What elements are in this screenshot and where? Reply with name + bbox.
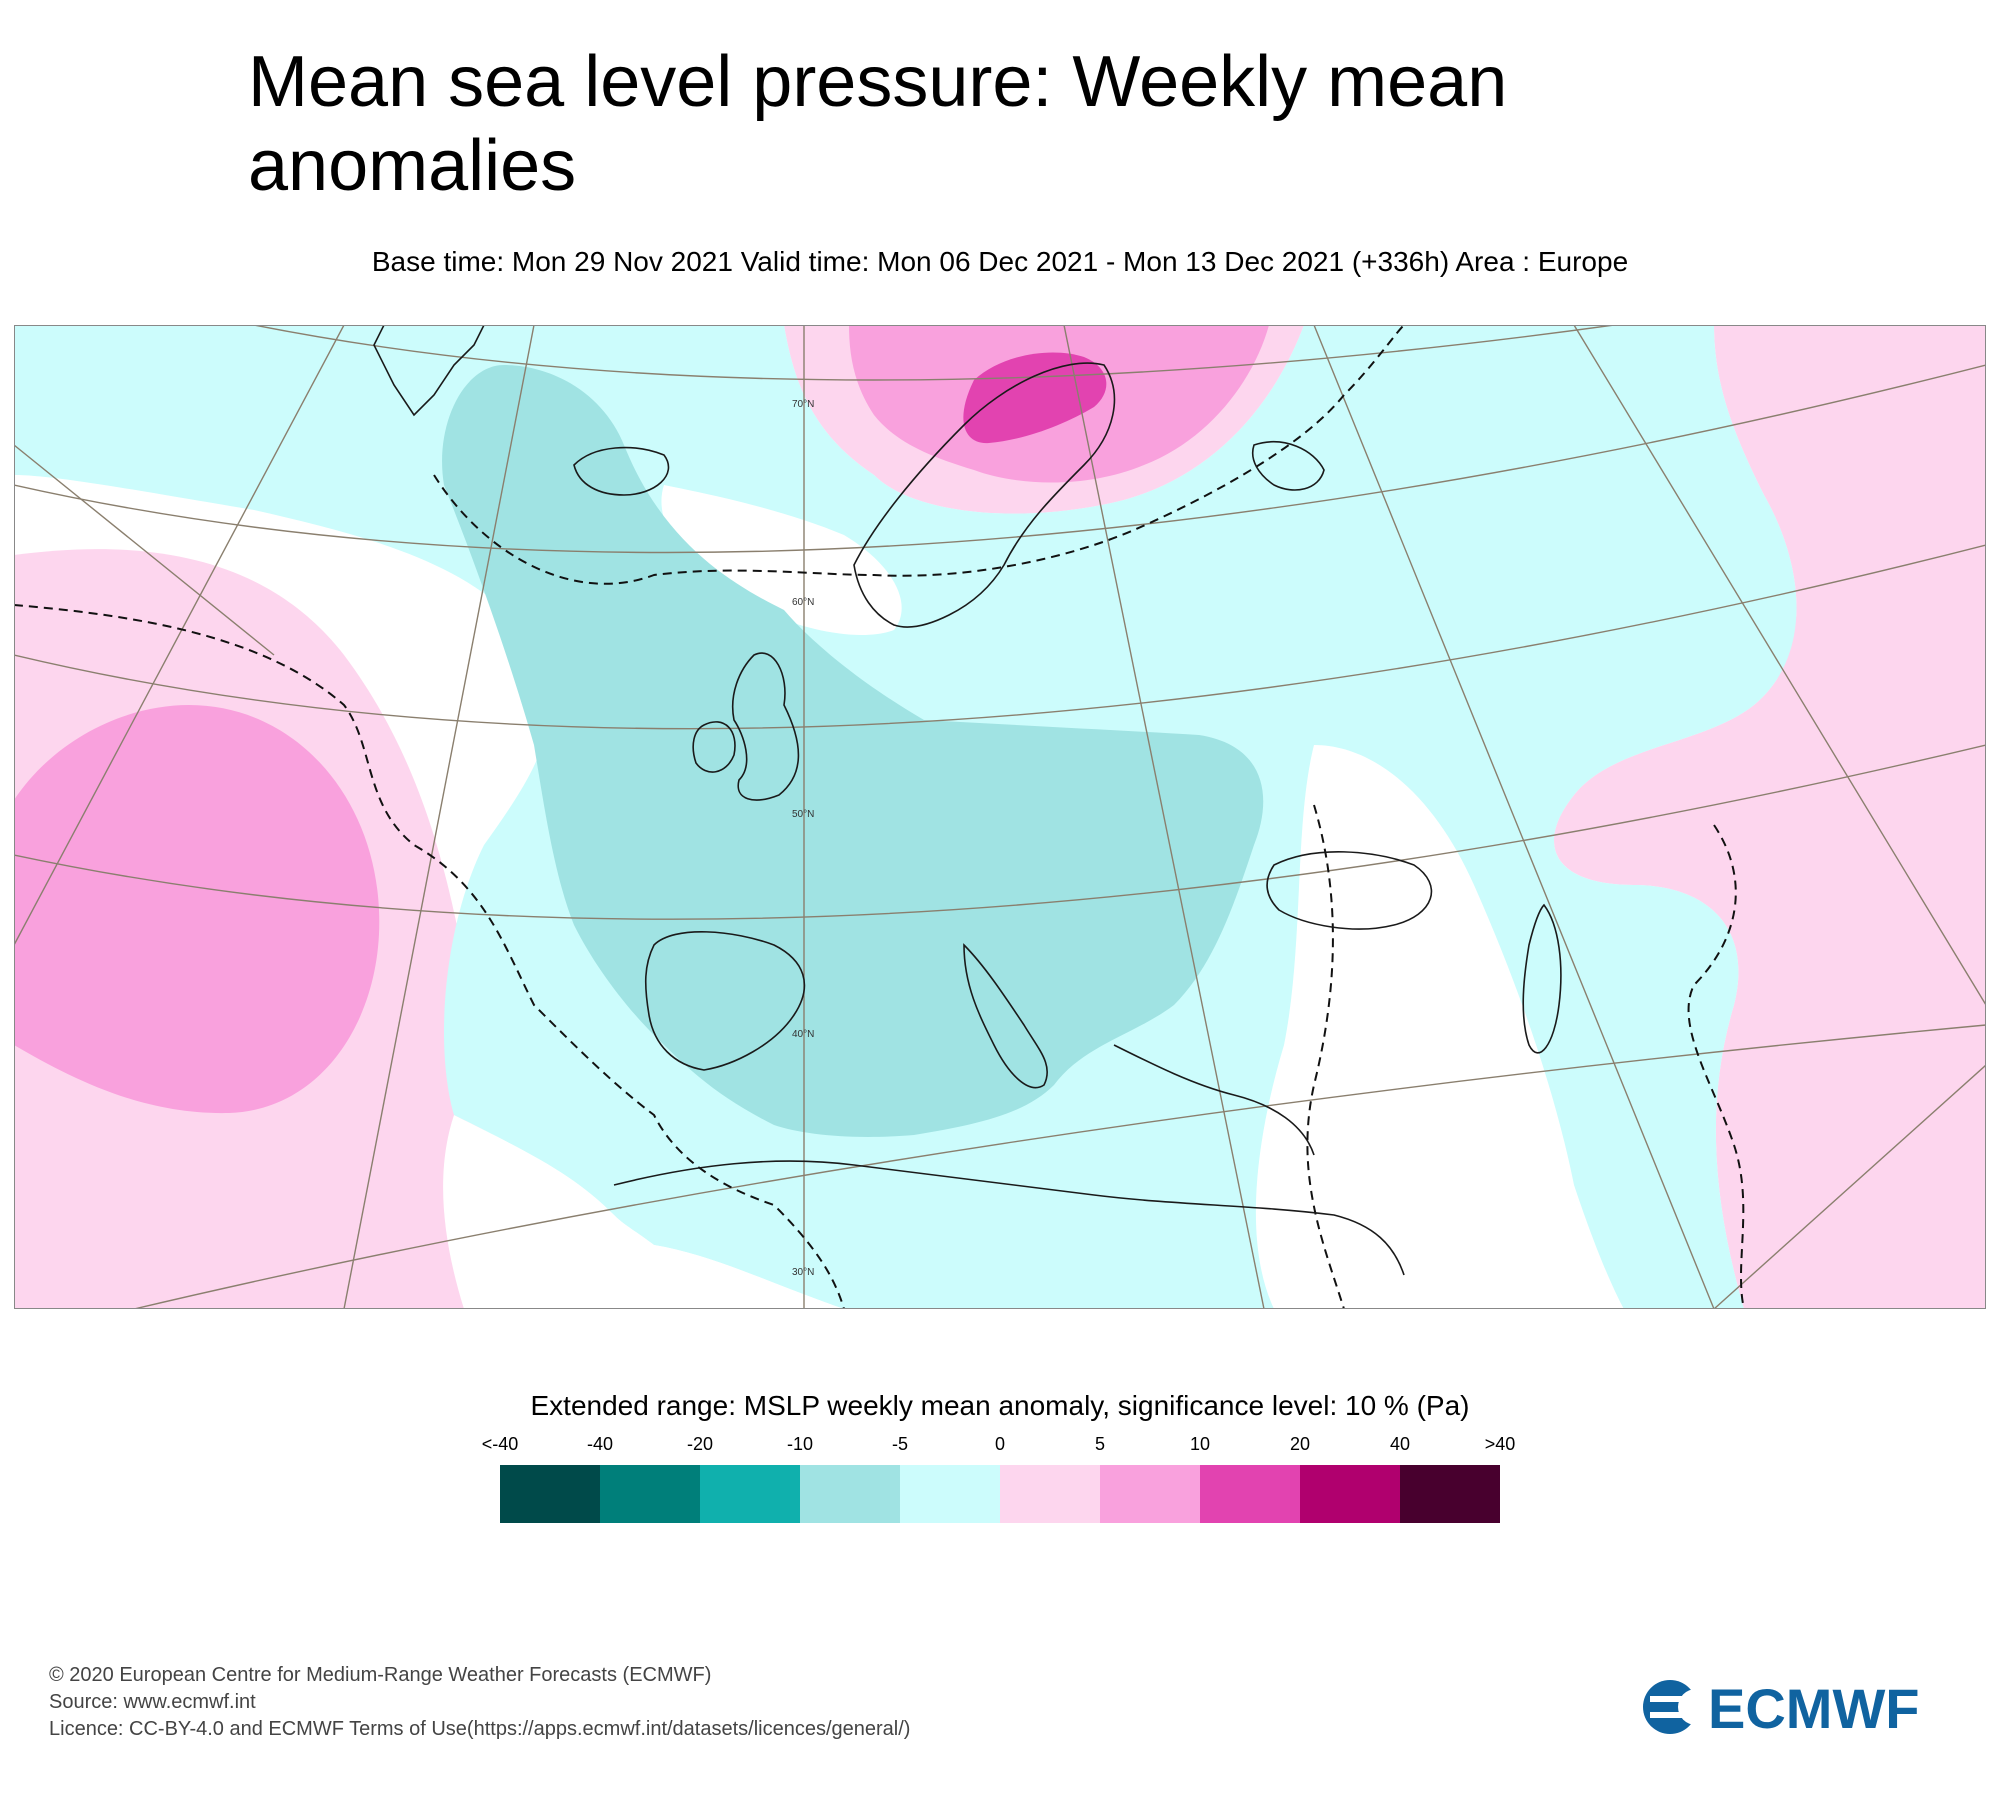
legend-tick-8: 20	[1289, 1434, 1311, 1454]
lat-label-50: 50°N	[792, 809, 814, 820]
legend-ticks: <-40 -40 -20 -10 -5 0 5 10 20 40 >40	[0, 1434, 2000, 1464]
coast-greenland	[373, 325, 485, 417]
legend-swatch-2	[700, 1465, 800, 1523]
legend-swatch-5	[1000, 1465, 1100, 1523]
anomaly-map: 70°N 60°N 50°N 40°N 30°N	[14, 325, 1986, 1309]
legend-tick-0: <-40	[481, 1434, 519, 1454]
coastlines	[373, 325, 1562, 1276]
legend-tick-6: 5	[1094, 1434, 1105, 1454]
anomaly-region-neutral-africa	[443, 1115, 844, 1309]
ecmwf-logo: ECMWF	[1643, 1677, 1920, 1740]
anomaly-region-neutral-turkey	[1255, 745, 1624, 1309]
legend-swatch-3	[800, 1465, 900, 1523]
legend-swatch-0	[500, 1465, 600, 1523]
chart-title: Mean sea level pressure: Weekly mean ano…	[248, 42, 1508, 206]
chart-subtitle: Base time: Mon 29 Nov 2021 Valid time: M…	[371, 246, 1629, 277]
coast-iceland	[573, 446, 670, 496]
copyright-text: © 2020 European Centre for Medium-Range …	[49, 1664, 712, 1686]
coast-iberia	[644, 931, 806, 1071]
ecmwf-logo-text: ECMWF	[1708, 1677, 1920, 1740]
legend-tick-3: -10	[786, 1434, 813, 1454]
legend-tick-2: -20	[686, 1434, 713, 1454]
coast-black-sea	[1266, 851, 1433, 930]
lat-label-30: 30°N	[792, 1267, 814, 1278]
latitude-labels: 70°N 60°N 50°N 40°N 30°N	[792, 399, 814, 1278]
legend-tick-9: 40	[1389, 1434, 1411, 1454]
source-text: Source: www.ecmwf.int	[49, 1691, 256, 1713]
lat-label-60: 60°N	[792, 597, 814, 608]
legend-tick-4: -5	[891, 1434, 908, 1454]
coast-ireland	[692, 721, 736, 773]
coast-white-sea	[1252, 441, 1325, 491]
coast-north-africa	[613, 1160, 1405, 1276]
significance-contours	[14, 325, 1745, 1309]
legend-tick-5: 0	[994, 1434, 1005, 1454]
legend-swatch-8	[1300, 1465, 1400, 1523]
anomaly-region-pos-high-atlantic	[14, 705, 380, 1114]
legend-tick-10: >40	[1484, 1434, 1516, 1454]
legend-swatch-7	[1200, 1465, 1300, 1523]
anomaly-region-neg-core-europe	[442, 365, 1264, 1137]
coast-great-britain	[731, 652, 800, 801]
coast-mediterranean-east	[1113, 1044, 1315, 1156]
legend-swatch-4	[900, 1465, 1000, 1523]
anomaly-region-neutral-nordic	[661, 485, 902, 635]
lat-label-70: 70°N	[792, 399, 814, 410]
lat-label-40: 40°N	[792, 1029, 814, 1040]
licence-text: Licence: CC-BY-4.0 and ECMWF Terms of Us…	[49, 1718, 911, 1740]
graticule	[14, 325, 1986, 1309]
anomaly-region-pos-light-east	[1554, 325, 1986, 1309]
coast-italy	[963, 943, 1049, 1089]
legend-tick-1: -40	[586, 1434, 613, 1454]
legend-tick-7: 10	[1189, 1434, 1211, 1454]
footer: © 2020 European Centre for Medium-Range …	[49, 1662, 910, 1743]
legend-colorbar	[500, 1465, 1500, 1523]
coast-caspian	[1522, 903, 1562, 1054]
legend-swatch-6	[1100, 1465, 1200, 1523]
legend-swatch-1	[600, 1465, 700, 1523]
legend-swatch-9	[1400, 1465, 1500, 1523]
ecmwf-logo-mark	[1643, 1680, 1697, 1734]
coast-scandinavia	[853, 362, 1116, 628]
legend-title: Extended range: MSLP weekly mean anomaly…	[530, 1390, 1470, 1421]
